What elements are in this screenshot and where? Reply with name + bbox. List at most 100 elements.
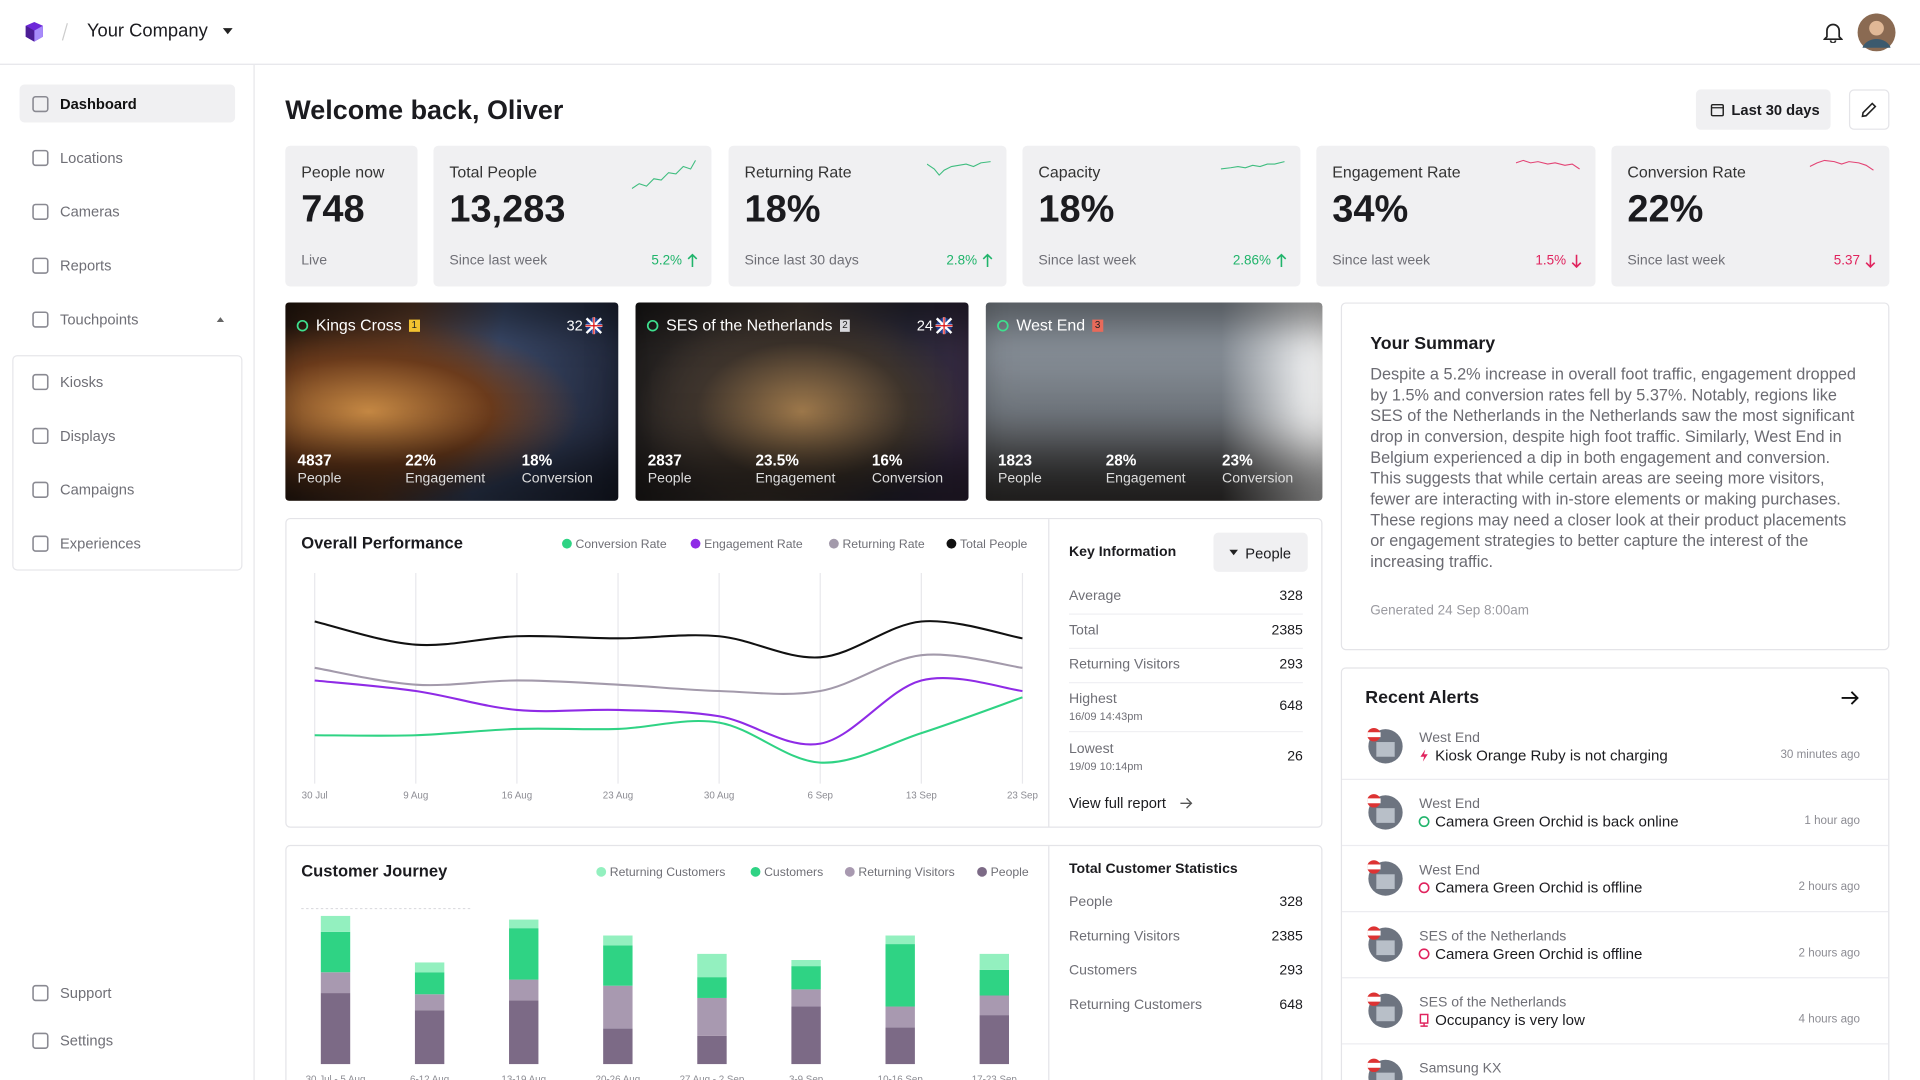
selector-label[interactable]: People bbox=[1245, 544, 1292, 563]
kpi-label: Returning Rate bbox=[744, 162, 852, 182]
summary-panel bbox=[1340, 302, 1890, 651]
location-card[interactable] bbox=[285, 302, 619, 501]
key-info-sub: 19/09 10:14pm bbox=[1068, 760, 1143, 773]
kpi-value: 18% bbox=[1038, 187, 1115, 231]
date-range-label[interactable]: Last 30 days bbox=[1731, 101, 1820, 119]
location-stat-value: 18% bbox=[521, 451, 553, 469]
nav-icon[interactable] bbox=[32, 373, 49, 391]
kpi-change: 5.37 bbox=[1833, 253, 1860, 269]
nav-item[interactable]: Reports bbox=[60, 257, 112, 275]
nav-icon[interactable] bbox=[32, 149, 49, 167]
nav-item[interactable]: Settings bbox=[60, 1032, 114, 1050]
nav-subitem[interactable]: Displays bbox=[60, 427, 116, 445]
alert-avatar[interactable] bbox=[1367, 727, 1405, 765]
kpi-value: 34% bbox=[1332, 187, 1409, 231]
edit-button[interactable] bbox=[1848, 89, 1890, 130]
nav-icon[interactable] bbox=[32, 257, 49, 274]
panel-divider bbox=[1048, 519, 1050, 827]
trend-arrow bbox=[1571, 254, 1582, 269]
location-card[interactable] bbox=[635, 302, 969, 501]
alert-message: Camera Green Orchid is back online bbox=[1435, 813, 1679, 831]
company-name[interactable]: Your Company bbox=[86, 20, 208, 42]
alert-time: 2 hours ago bbox=[1798, 880, 1860, 894]
alert-message: Occupancy is very low bbox=[1435, 1011, 1585, 1029]
calendar-icon bbox=[1710, 103, 1724, 117]
edit-icon[interactable] bbox=[1861, 102, 1877, 118]
selector-caret[interactable] bbox=[1228, 549, 1239, 558]
flag bbox=[935, 317, 953, 335]
kpi-note: Since last week bbox=[1627, 253, 1726, 269]
alert-location: West End bbox=[1419, 731, 1480, 746]
summary-text: Despite a 5.2% increase in overall foot … bbox=[1370, 364, 1856, 571]
people-selector[interactable] bbox=[1213, 532, 1308, 572]
location-stat-label: Conversion bbox=[1222, 471, 1294, 487]
view-full-report[interactable]: View full report bbox=[1068, 794, 1166, 812]
stats-label: Customers bbox=[1068, 963, 1138, 979]
user-avatar[interactable] bbox=[1857, 13, 1896, 52]
nav-item[interactable]: Dashboard bbox=[60, 95, 137, 113]
sparkline bbox=[1220, 161, 1285, 170]
location-stat-value: 2837 bbox=[647, 451, 682, 469]
trend-arrow bbox=[982, 253, 993, 267]
alerts-arrow[interactable] bbox=[1840, 689, 1860, 706]
alert-avatar[interactable] bbox=[1367, 1058, 1405, 1080]
nav-item[interactable]: Locations bbox=[60, 149, 123, 167]
sparkline bbox=[1515, 159, 1580, 170]
key-info-label: Average bbox=[1068, 588, 1122, 604]
kpi-change: 5.2% bbox=[651, 253, 683, 269]
company-caret[interactable] bbox=[222, 27, 234, 37]
nav-subitem[interactable]: Experiences bbox=[60, 535, 141, 553]
kpi-card bbox=[1611, 145, 1890, 287]
location-card[interactable] bbox=[985, 302, 1323, 501]
kpi-change: 1.5% bbox=[1535, 253, 1567, 269]
alert-divider bbox=[1342, 778, 1889, 780]
location-stat-label: Engagement bbox=[1105, 471, 1186, 487]
touchpoints-caret[interactable] bbox=[216, 316, 226, 323]
submenu bbox=[12, 355, 243, 571]
nav-icon[interactable] bbox=[32, 311, 49, 328]
trend-arrow bbox=[687, 253, 698, 267]
kpi-value: 748 bbox=[301, 187, 365, 231]
stats-label: Returning Visitors bbox=[1068, 929, 1180, 945]
sparkline bbox=[1809, 159, 1874, 171]
separator bbox=[61, 23, 68, 41]
nav-icon[interactable] bbox=[32, 1032, 49, 1049]
nav-icon[interactable] bbox=[32, 984, 49, 1002]
date-range-button[interactable] bbox=[1695, 89, 1831, 130]
chart-title: Overall Performance bbox=[301, 533, 463, 553]
notifications-bell[interactable] bbox=[1823, 22, 1843, 43]
nav-item[interactable]: Touchpoints bbox=[60, 311, 139, 329]
nav-subitem[interactable]: Campaigns bbox=[60, 481, 135, 499]
nav-icon[interactable] bbox=[32, 481, 49, 498]
nav-icon[interactable] bbox=[32, 427, 49, 445]
stats-title: Total Customer Statistics bbox=[1068, 862, 1238, 877]
location-stat-label: People bbox=[997, 471, 1042, 487]
report-arrow[interactable] bbox=[1179, 797, 1194, 809]
alert-avatar[interactable] bbox=[1367, 992, 1405, 1030]
location-stat-label: People bbox=[297, 471, 342, 487]
location-badge: 3 bbox=[1092, 319, 1103, 332]
location-badge: 2 bbox=[839, 319, 851, 332]
nav-icon[interactable] bbox=[32, 95, 49, 113]
sidebar-border bbox=[253, 64, 255, 1080]
key-info-label: Returning Visitors bbox=[1068, 657, 1180, 673]
top-bar-border bbox=[0, 63, 1920, 65]
nav-subitem[interactable]: Kiosks bbox=[60, 373, 104, 391]
kpi-note: Since last week bbox=[1332, 253, 1431, 269]
key-info-value: 2385 bbox=[1271, 623, 1303, 638]
stats-value: 2385 bbox=[1271, 929, 1303, 945]
nav-icon[interactable] bbox=[32, 203, 49, 220]
nav-item[interactable]: Support bbox=[60, 984, 112, 1002]
kpi-note: Since last week bbox=[449, 253, 548, 269]
alert-avatar[interactable] bbox=[1367, 926, 1405, 964]
kpi-card bbox=[728, 145, 1007, 287]
kpi-card bbox=[285, 145, 418, 287]
alert-avatar[interactable] bbox=[1367, 860, 1405, 898]
alert-avatar[interactable] bbox=[1367, 793, 1405, 831]
kpi-change: 2.86% bbox=[1232, 253, 1272, 269]
nav-icon[interactable] bbox=[32, 535, 49, 552]
nav-item[interactable]: Cameras bbox=[60, 203, 120, 221]
location-stat-value: 22% bbox=[405, 451, 436, 469]
alert-divider bbox=[1342, 844, 1889, 847]
